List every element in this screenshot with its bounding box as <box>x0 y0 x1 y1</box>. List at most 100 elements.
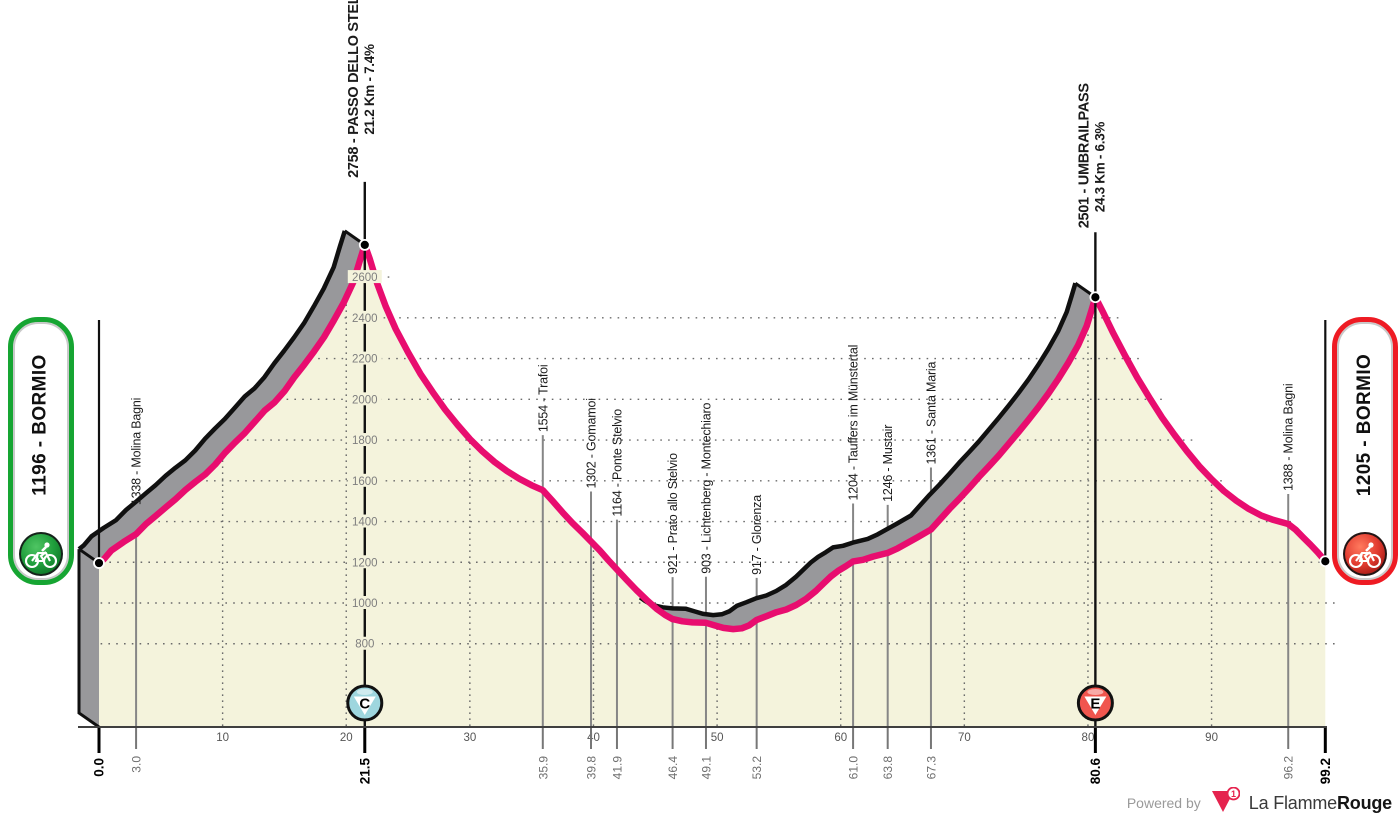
km-tick-label-text: 67.3 <box>924 756 938 780</box>
km-tick-label-text: 63.8 <box>881 756 895 780</box>
axis-km-number: 20 <box>340 732 353 744</box>
elevation-label: 2200 <box>352 354 378 366</box>
waypoint-label-text: 1338 - Molina Bagni <box>130 398 144 505</box>
climb-marker-gleam <box>356 689 373 695</box>
km-tick-label: 61.0 <box>847 756 861 780</box>
brand-bold: Rouge <box>1337 792 1392 813</box>
start-location-badge: 1196 - BORMIO <box>8 317 74 585</box>
km-tick-label: 96.2 <box>1282 756 1296 780</box>
elevation-label: 2400 <box>352 313 378 325</box>
axis-km-number: 30 <box>463 732 476 744</box>
axis-km-number: 90 <box>1205 732 1218 744</box>
elevation-label-bg <box>347 270 382 284</box>
peak-stats-label: 21.2 Km - 7.4% <box>362 44 377 135</box>
km-tick-label: 0.0 <box>92 758 107 777</box>
la-flamme-rouge-logo-icon: 1 <box>1210 786 1241 819</box>
brand-regular: La Flamme <box>1248 792 1337 813</box>
km-tick-label: 21.5 <box>357 758 372 785</box>
km-tick-label-text: 53.2 <box>750 756 764 780</box>
waypoint-label: 1164 - Ponte Stelvio <box>610 409 624 517</box>
peak-label: 2501 - UMBRAILPASS 24.3 Km - 6.3% <box>1076 83 1107 229</box>
waypoint-label-text: 1388 - Molina Bagni <box>1282 384 1296 491</box>
climb-marker-gleam <box>1087 689 1104 695</box>
elevation-label: 1000 <box>352 598 378 610</box>
start-wall-edge <box>77 549 100 729</box>
elevation-label: 800 <box>355 639 374 651</box>
climb-marker-letter: E <box>1090 696 1100 713</box>
waypoint-label-text: 1302 - Gomamoi <box>585 398 599 488</box>
km-tick-label: 41.9 <box>610 756 624 780</box>
km-tick-label-text: 3.0 <box>130 756 144 773</box>
peak-stats-label: 24.3 Km - 6.3% <box>1092 122 1107 213</box>
axis-km-number: 40 <box>587 732 600 744</box>
axis-km-number: 80 <box>1082 732 1095 744</box>
axis-km-number: 10 <box>216 732 229 744</box>
km-tick-label: 35.9 <box>536 756 550 780</box>
elevation-label: 1400 <box>352 517 378 529</box>
km-tick-label: 39.8 <box>585 756 599 780</box>
km-tick-label-text: 46.4 <box>666 756 680 780</box>
elevation-label: 1200 <box>352 557 378 569</box>
waypoint-label-text: 1164 - Ponte Stelvio <box>610 409 624 517</box>
brand-text: La FlammeRouge <box>1249 793 1392 814</box>
finish-location-label: 1205 - BORMIO <box>1354 353 1375 497</box>
km-tick-label-text: 80.6 <box>1088 758 1103 785</box>
elevation-label-bg <box>347 392 382 406</box>
climb-marker-letter: C <box>359 696 370 713</box>
axis-km-number: 70 <box>958 732 971 744</box>
waypoint-label: 1361 - Santa Maria <box>924 362 938 465</box>
finish-location-label-wrap: 1205 - BORMIO <box>1337 330 1393 520</box>
footer: Powered by 1 La FlammeRouge <box>1127 786 1392 819</box>
climb-marker-triangle <box>1084 696 1107 715</box>
elevation-label-bg <box>347 596 382 609</box>
finish-location-badge: 1205 - BORMIO <box>1332 317 1398 585</box>
start-location-label-wrap: 1196 - BORMIO <box>13 330 69 520</box>
finish-cyclist-icon <box>1341 530 1389 578</box>
waypoint-label: 917 - Glorenza <box>750 495 764 575</box>
climb-marker-e: E <box>1076 684 1114 722</box>
km-tick-label: 63.8 <box>881 756 895 780</box>
elevation-label-bg <box>347 636 382 650</box>
svg-text:1: 1 <box>1231 789 1236 799</box>
start-wall <box>79 549 99 727</box>
km-tick-label: 67.3 <box>924 756 938 780</box>
waypoint-label: 1302 - Gomamoi <box>585 398 599 488</box>
waypoint-label: 903 - Lichtenberg - Montechiaro <box>699 403 713 574</box>
waypoint-label-text: 921 - Prato allo Stelvio <box>666 453 680 574</box>
waypoint-label: 1554 - Trafoi <box>536 365 550 433</box>
km-tick-label-text: 21.5 <box>357 758 372 785</box>
peak-label: 2758 - PASSO DELLO STELVIO 21.2 Km - 7.4% <box>346 0 377 178</box>
waypoint-label: 921 - Prato allo Stelvio <box>666 453 680 574</box>
km-tick-label: 3.0 <box>130 756 144 773</box>
km-tick-label-text: 49.1 <box>699 756 713 780</box>
start-cyclist-icon <box>17 530 65 578</box>
axis-km-number: 50 <box>711 732 724 744</box>
km-tick-label-text: 41.9 <box>610 756 624 780</box>
elevation-label-bg <box>347 514 382 528</box>
band-top-edge <box>77 230 347 551</box>
waypoint-label: 1388 - Molina Bagni <box>1282 384 1296 491</box>
waypoint-label-text: 1204 - Tauffers im Münstertal <box>847 345 861 501</box>
km-tick-label-text: 0.0 <box>92 758 107 777</box>
waypoint-label: 1204 - Tauffers im Münstertal <box>847 345 861 501</box>
km-tick-label: 53.2 <box>750 756 764 780</box>
axis-km-number: 60 <box>834 732 847 744</box>
elevation-label-bg <box>347 473 382 487</box>
band-top-edge <box>638 282 1078 618</box>
waypoint-label-text: 917 - Glorenza <box>750 495 764 575</box>
elevation-fill <box>99 244 1326 727</box>
km-tick-label: 80.6 <box>1088 758 1103 785</box>
elevation-label: 2600 <box>352 272 378 284</box>
waypoint-label-text: 903 - Lichtenberg - Montechiaro <box>699 403 713 574</box>
elevation-label-bg <box>347 310 382 324</box>
waypoint-label-text: 1554 - Trafoi <box>536 365 550 433</box>
profile-point-dot <box>358 238 371 251</box>
km-tick-label-text: 61.0 <box>847 756 861 780</box>
waypoint-label: 1246 - Mustair <box>881 425 895 502</box>
elevation-label-bg <box>347 433 382 447</box>
km-tick-label: 49.1 <box>699 756 713 780</box>
elevation-label-bg <box>347 555 382 569</box>
waypoint-label-text: 1361 - Santa Maria <box>924 362 938 465</box>
profile-point-dot <box>1319 555 1332 568</box>
km-tick-label-text: 35.9 <box>536 756 550 780</box>
